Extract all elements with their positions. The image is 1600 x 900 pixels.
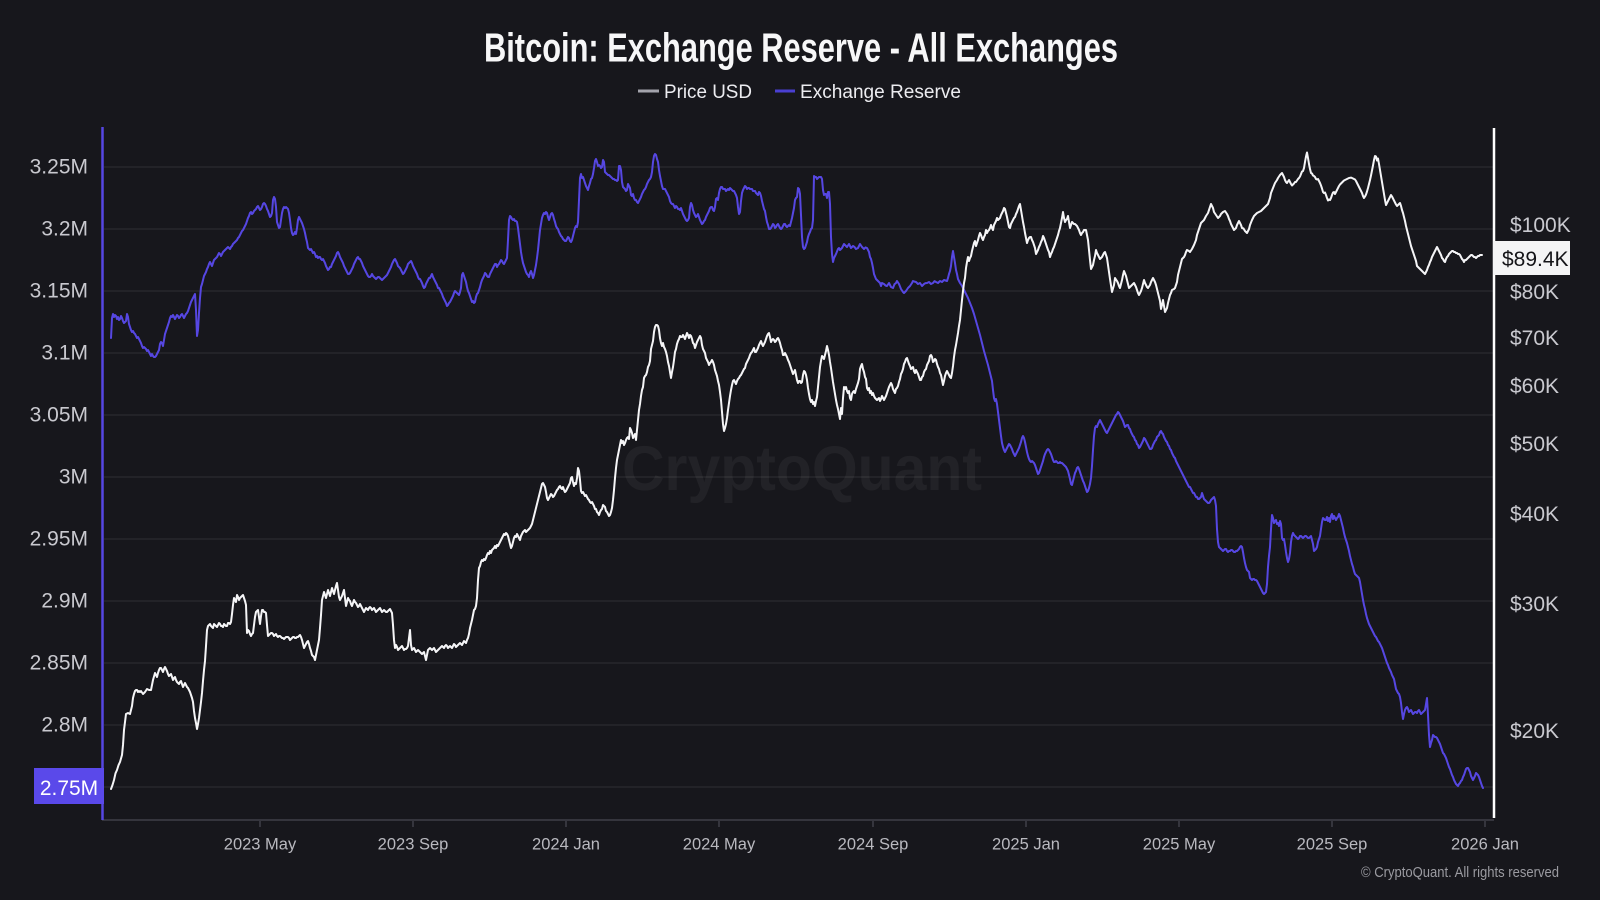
svg-text:$100K: $100K <box>1510 214 1571 237</box>
svg-text:3.25M: 3.25M <box>30 156 88 179</box>
svg-text:2.75M: 2.75M <box>40 777 98 800</box>
svg-text:2023 Sep: 2023 Sep <box>378 836 449 854</box>
svg-text:CryptoQuant: CryptoQuant <box>622 434 982 504</box>
svg-text:3.2M: 3.2M <box>41 218 88 241</box>
svg-text:$60K: $60K <box>1510 375 1559 398</box>
svg-text:3.15M: 3.15M <box>30 280 88 303</box>
svg-text:2026 Jan: 2026 Jan <box>1451 836 1519 854</box>
svg-text:2025 May: 2025 May <box>1143 836 1216 854</box>
svg-text:$40K: $40K <box>1510 503 1559 526</box>
svg-text:3M: 3M <box>59 466 88 489</box>
svg-text:3.1M: 3.1M <box>41 342 88 365</box>
svg-text:Price USD: Price USD <box>664 82 752 103</box>
svg-text:$70K: $70K <box>1510 327 1559 350</box>
svg-text:2.9M: 2.9M <box>41 590 88 613</box>
svg-text:$80K: $80K <box>1510 281 1559 304</box>
svg-text:2024 Sep: 2024 Sep <box>838 836 909 854</box>
svg-text:$20K: $20K <box>1510 720 1559 743</box>
svg-text:3.05M: 3.05M <box>30 404 88 427</box>
svg-text:2025 Jan: 2025 Jan <box>992 836 1060 854</box>
svg-text:$50K: $50K <box>1510 433 1559 456</box>
svg-text:© CryptoQuant. All rights rese: © CryptoQuant. All rights reserved <box>1361 864 1559 881</box>
svg-text:$89.4K: $89.4K <box>1502 248 1569 271</box>
svg-text:$30K: $30K <box>1510 593 1559 616</box>
svg-text:Bitcoin: Exchange Reserve - Al: Bitcoin: Exchange Reserve - All Exchange… <box>484 25 1118 71</box>
svg-text:Exchange Reserve: Exchange Reserve <box>800 82 961 103</box>
svg-text:2025 Sep: 2025 Sep <box>1297 836 1368 854</box>
svg-text:2024 May: 2024 May <box>683 836 756 854</box>
svg-text:2.8M: 2.8M <box>41 714 88 737</box>
svg-text:2.85M: 2.85M <box>30 652 88 675</box>
svg-text:2023 May: 2023 May <box>224 836 297 854</box>
svg-text:2.95M: 2.95M <box>30 528 88 551</box>
svg-text:2024 Jan: 2024 Jan <box>532 836 600 854</box>
